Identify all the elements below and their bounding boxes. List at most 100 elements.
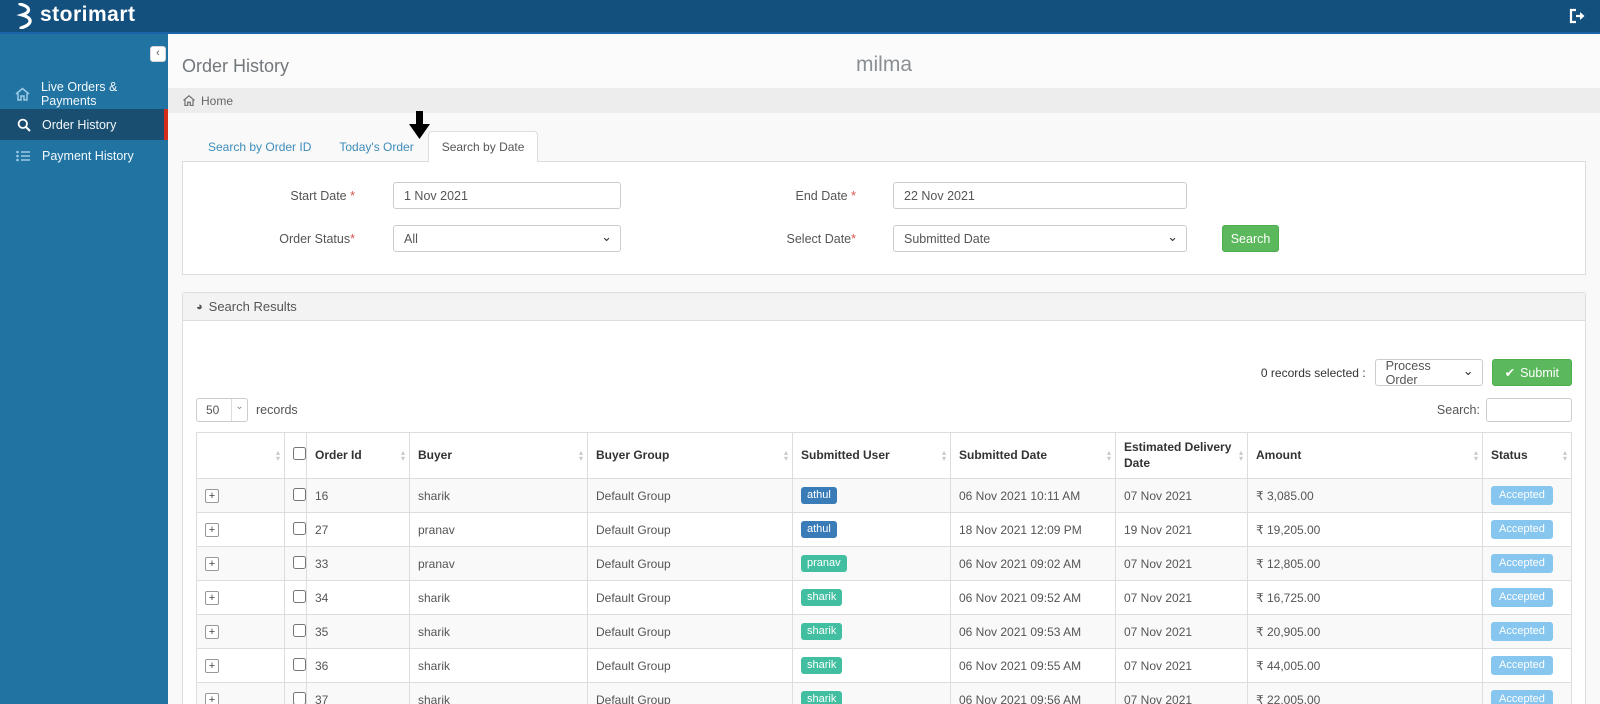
order-status-select[interactable]: All ⌄ bbox=[393, 225, 621, 252]
buyer-group-cell: Default Group bbox=[587, 512, 793, 548]
row-checkbox[interactable] bbox=[293, 521, 306, 535]
sidebar-item-live-orders[interactable]: Live Orders & Payments bbox=[0, 78, 168, 109]
sort-icon[interactable]: ▴ ▾ bbox=[941, 447, 946, 463]
sort-icon[interactable]: ▴ ▾ bbox=[275, 447, 280, 463]
process-order-select[interactable]: Process Order ⌄ bbox=[1374, 359, 1483, 387]
delivery-date-cell: 07 Nov 2021 bbox=[1115, 546, 1248, 582]
status-badge: Accepted bbox=[1491, 690, 1553, 704]
tab-search-by-order-id[interactable]: Search by Order ID bbox=[208, 140, 312, 154]
end-date-input[interactable] bbox=[893, 182, 1187, 209]
table-row: + 34 sharik Default Group sharik 06 Nov … bbox=[196, 580, 1572, 616]
buyer-group-cell: Default Group bbox=[587, 648, 793, 684]
submitted-date-cell: 06 Nov 2021 09:56 AM bbox=[950, 682, 1116, 704]
start-date-input[interactable] bbox=[393, 182, 621, 209]
logo-text: storimart bbox=[40, 3, 136, 26]
row-checkbox[interactable] bbox=[293, 487, 306, 501]
tab-bar: Search by Order ID Today's Order Search … bbox=[182, 131, 1586, 162]
submitted-date-cell: 18 Nov 2021 12:09 PM bbox=[950, 512, 1116, 548]
row-checkbox[interactable] bbox=[293, 691, 306, 704]
search-button[interactable]: Search bbox=[1222, 225, 1279, 252]
row-checkbox[interactable] bbox=[293, 555, 306, 569]
submitted-date-cell: 06 Nov 2021 09:52 AM bbox=[950, 580, 1116, 616]
chevron-down-icon: ⌄ bbox=[1167, 229, 1178, 244]
expand-row-icon[interactable]: + bbox=[205, 489, 219, 504]
table-row: + 36 sharik Default Group sharik 06 Nov … bbox=[196, 648, 1572, 684]
submit-button[interactable]: ✔ Submit bbox=[1491, 359, 1572, 386]
order-id-cell: 27 bbox=[306, 512, 410, 548]
search-icon bbox=[15, 118, 32, 132]
select-all-checkbox[interactable] bbox=[293, 446, 306, 460]
submitted-date-cell: 06 Nov 2021 09:55 AM bbox=[950, 648, 1116, 684]
expand-row-icon[interactable]: + bbox=[205, 591, 219, 606]
expand-row-icon[interactable]: + bbox=[205, 557, 219, 572]
col-buyer-group[interactable]: Buyer Group ▴ ▾ bbox=[587, 431, 793, 480]
col-status[interactable]: Status ▴ ▾ bbox=[1482, 431, 1572, 480]
sort-icon[interactable]: ▴ ▾ bbox=[1473, 447, 1478, 463]
col-buyer[interactable]: Buyer ▴ ▾ bbox=[409, 431, 588, 480]
records-selected-text: 0 records selected : bbox=[1260, 365, 1366, 380]
amount-cell: ₹ 44,005.00 bbox=[1247, 648, 1483, 684]
page-size-control: 50 ⌄ records bbox=[196, 398, 298, 422]
delivery-date-cell: 07 Nov 2021 bbox=[1115, 478, 1248, 514]
expand-row-icon[interactable]: + bbox=[205, 523, 219, 538]
table-search-input[interactable] bbox=[1486, 398, 1572, 422]
home-icon bbox=[15, 87, 31, 101]
order-id-cell: 16 bbox=[306, 478, 410, 514]
end-date-label: End Date * bbox=[795, 188, 856, 203]
expand-row-icon[interactable]: + bbox=[205, 659, 219, 674]
expand-row-icon[interactable]: + bbox=[205, 693, 219, 704]
amount-cell: ₹ 3,085.00 bbox=[1247, 478, 1483, 514]
col-order-id[interactable]: Order Id ▴ ▾ bbox=[306, 431, 410, 480]
row-checkbox[interactable] bbox=[293, 623, 306, 637]
sort-icon[interactable]: ▴ ▾ bbox=[783, 447, 788, 463]
chevron-down-icon[interactable]: ⌄ bbox=[231, 399, 247, 421]
status-badge: Accepted bbox=[1491, 588, 1553, 608]
submitted-date-cell: 06 Nov 2021 10:11 AM bbox=[950, 478, 1116, 514]
col-amount[interactable]: Amount ▴ ▾ bbox=[1247, 431, 1483, 480]
breadcrumb-home[interactable]: Home bbox=[201, 93, 234, 108]
sort-icon[interactable]: ▴ ▾ bbox=[1562, 447, 1567, 463]
buyer-cell: sharik bbox=[409, 682, 588, 704]
col-submitted-date[interactable]: Submitted Date ▴ ▾ bbox=[950, 431, 1116, 480]
buyer-group-cell: Default Group bbox=[587, 478, 793, 514]
select-date-select[interactable]: Submitted Date ⌄ bbox=[893, 225, 1187, 252]
results-table: ▴ ▾ Order Id ▴ ▾ Buyer ▴ ▾ Buyer Group ▴ ▾ Subm… bbox=[196, 431, 1572, 704]
sidebar-item-order-history[interactable]: Order History bbox=[0, 109, 168, 140]
pointer-arrow-annotation bbox=[408, 111, 432, 146]
table-row: + 33 pranav Default Group pranav 06 Nov … bbox=[196, 546, 1572, 582]
order-id-cell: 37 bbox=[306, 682, 410, 704]
submitted-date-cell: 06 Nov 2021 09:02 AM bbox=[950, 546, 1116, 582]
sort-icon[interactable]: ▴ ▾ bbox=[1106, 447, 1111, 463]
submitted-user-badge: athul bbox=[801, 521, 837, 539]
sort-icon[interactable]: ▴ ▾ bbox=[578, 447, 583, 463]
order-id-cell: 35 bbox=[306, 614, 410, 650]
main: Search by Order ID Today's Order Search … bbox=[168, 111, 1600, 704]
page-size-value[interactable]: 50 bbox=[206, 403, 220, 417]
page-head: Order History milma bbox=[168, 34, 1600, 88]
search-results-panel: ◕ Search Results 0 records selected : Pr… bbox=[182, 292, 1586, 704]
tab-search-by-date[interactable]: Search by Date bbox=[427, 131, 539, 162]
buyer-cell: sharik bbox=[409, 478, 588, 514]
search-results-body: 0 records selected : Process Order ⌄ ✔ Su… bbox=[183, 321, 1585, 704]
row-checkbox[interactable] bbox=[293, 589, 306, 603]
row-checkbox[interactable] bbox=[293, 657, 306, 671]
submitted-user-badge: sharik bbox=[801, 691, 843, 704]
amount-cell: ₹ 22,005.00 bbox=[1247, 682, 1483, 704]
sort-icon[interactable]: ▴ ▾ bbox=[400, 447, 405, 463]
globe-icon: ◕ bbox=[196, 300, 203, 313]
search-results-header: ◕ Search Results bbox=[183, 293, 1585, 321]
delivery-date-cell: 07 Nov 2021 bbox=[1115, 580, 1248, 616]
chevron-down-icon: ⌄ bbox=[1462, 363, 1474, 378]
status-badge: Accepted bbox=[1491, 486, 1553, 506]
sort-icon[interactable]: ▴ ▾ bbox=[1238, 447, 1243, 463]
col-submitted-user[interactable]: Submitted User ▴ ▾ bbox=[792, 431, 951, 480]
expand-row-icon[interactable]: + bbox=[205, 625, 219, 640]
col-estimated-delivery-date[interactable]: Estimated Delivery Date ▴ ▾ bbox=[1115, 431, 1248, 480]
sidebar-item-payment-history[interactable]: Payment History bbox=[0, 140, 168, 171]
status-badge: Accepted bbox=[1491, 554, 1553, 574]
sidebar-collapse-button[interactable]: ‹ bbox=[150, 46, 166, 62]
tab-todays-order[interactable]: Today's Order bbox=[339, 140, 414, 154]
col-expand: ▴ ▾ bbox=[196, 431, 285, 480]
logout-icon[interactable] bbox=[1569, 8, 1586, 24]
delivery-date-cell: 19 Nov 2021 bbox=[1115, 512, 1248, 548]
